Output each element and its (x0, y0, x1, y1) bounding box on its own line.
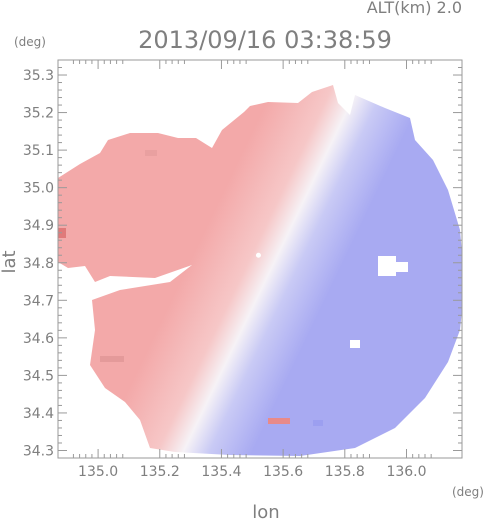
echo-speckle (100, 356, 124, 362)
x-tick-label: 135.8 (325, 464, 365, 480)
y-tick-label: 34.7 (23, 293, 54, 309)
x-unit-label: (deg) (452, 485, 484, 499)
echo-speckle (145, 150, 157, 156)
y-tick-label: 35.1 (23, 143, 54, 159)
echo-speckle (396, 262, 408, 272)
plot-frame (57, 59, 463, 459)
y-unit-label: (deg) (14, 35, 46, 49)
y-tick-label: 34.6 (23, 331, 54, 347)
radar-data-layer (58, 85, 462, 456)
x-tick-label: 135.4 (201, 464, 241, 480)
y-tick-label: 35.2 (23, 106, 54, 122)
y-tick-label: 35.0 (23, 181, 54, 197)
altitude-label: ALT(km) 2.0 (367, 0, 462, 17)
x-tick-label: 135.0 (78, 464, 118, 480)
y-tick-label: 34.3 (23, 443, 54, 459)
x-tick-label: 135.2 (140, 464, 180, 480)
y-tick-label: 34.8 (23, 256, 54, 272)
y-tick-label: 35.3 (23, 68, 54, 84)
echo-speckle (268, 418, 290, 424)
axis-ticks: 34.3 34.4 34.5 34.6 34.7 34.8 34.9 35.0 35.1 35.2… (23, 59, 462, 480)
y-tick-label: 34.4 (23, 406, 54, 422)
echo-speckle (313, 420, 323, 426)
chart-title: 2013/09/16 03:38:59 (138, 26, 392, 54)
echo-speckle (378, 256, 396, 276)
x-tick-label: 135.6 (263, 464, 303, 480)
y-tick-label: 34.9 (23, 218, 54, 234)
radar-echo-area (58, 85, 462, 456)
x-axis-title: lon (252, 502, 279, 521)
y-tick-label: 34.5 (23, 368, 54, 384)
radar-site-marker (255, 252, 261, 258)
echo-speckle (350, 340, 360, 348)
y-axis-title: lat (0, 250, 20, 273)
x-tick-label: 136.0 (386, 464, 426, 480)
